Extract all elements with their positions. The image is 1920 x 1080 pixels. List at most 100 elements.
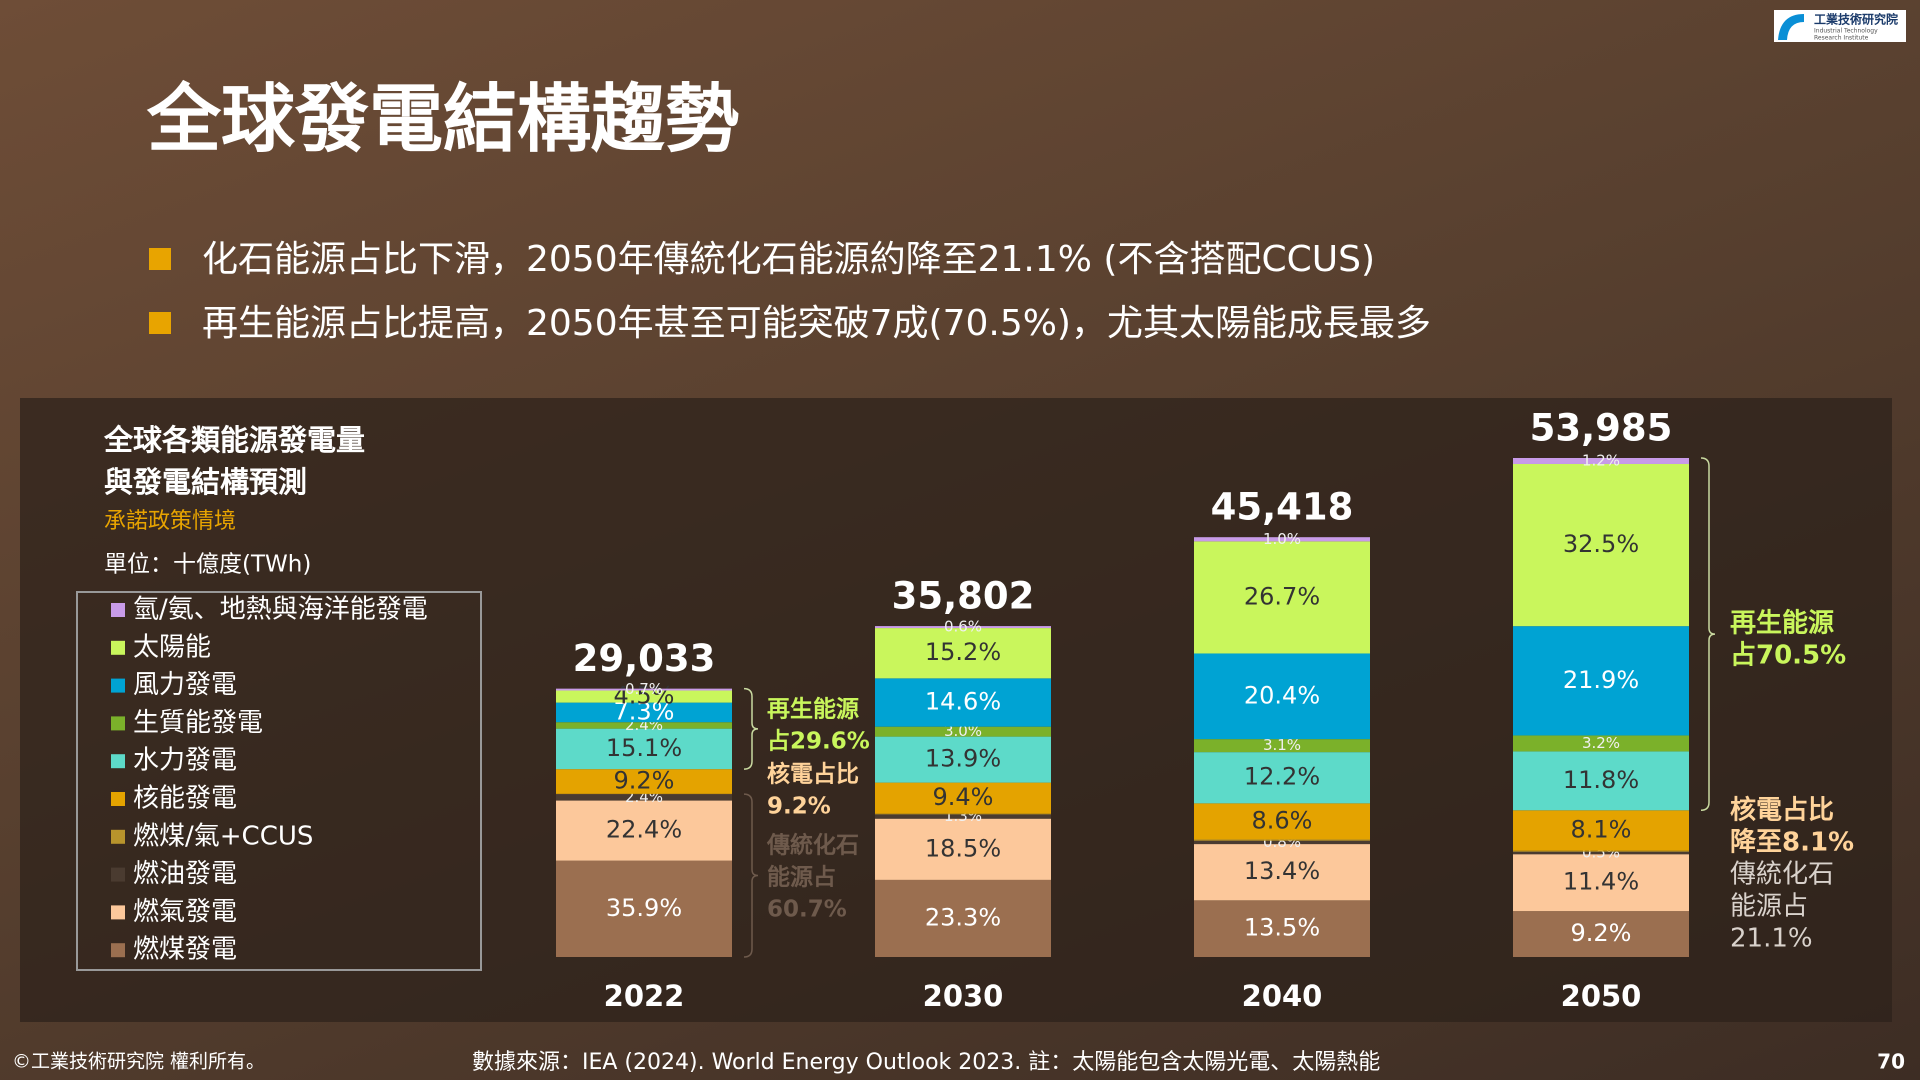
value-label: 9.4% xyxy=(933,783,994,811)
legend-swatch xyxy=(111,716,125,731)
annotation: 核電占比 xyxy=(767,761,859,788)
value-label: 32.5% xyxy=(1563,530,1639,558)
bar-segment xyxy=(875,726,1051,737)
annotation: 能源占 xyxy=(1730,892,1808,922)
logo-mark xyxy=(1778,14,1804,40)
logo-text: Research Institute xyxy=(1814,35,1869,42)
annotation: 降至8.1% xyxy=(1730,828,1854,858)
annotation: 核電占比 xyxy=(1730,795,1834,826)
bar-segment xyxy=(1513,850,1689,852)
brace xyxy=(1700,457,1716,812)
legend-swatch xyxy=(111,603,125,617)
bar-segment xyxy=(875,813,1051,815)
value-label: 8.6% xyxy=(1252,806,1313,834)
chart-title: 全球各類能源發電量 xyxy=(103,423,365,457)
brace xyxy=(743,687,759,770)
annotation: 占29.6% xyxy=(767,729,870,755)
copyright: ©工業技術研究院 權利所有。 xyxy=(12,1051,265,1073)
bar-segment xyxy=(1194,739,1370,753)
bar-segment xyxy=(1513,911,1689,957)
legend-box xyxy=(76,591,482,971)
value-label: 13.5% xyxy=(1244,914,1320,942)
bar-segment xyxy=(556,728,732,770)
legend-swatch xyxy=(111,943,125,958)
bar-segment xyxy=(556,800,732,861)
value-label: 35.9% xyxy=(606,894,682,922)
legend-label: 水力發電 xyxy=(133,746,237,776)
value-label: 8.1% xyxy=(1571,816,1632,844)
bar-segment xyxy=(875,736,1051,783)
bullet-mark xyxy=(149,248,171,270)
legend-label: 燃煤發電 xyxy=(133,935,237,965)
legend-swatch xyxy=(111,640,125,655)
value-label: 0.7% xyxy=(625,680,663,698)
value-label: 0.6% xyxy=(944,618,982,636)
annotation: 21.1% xyxy=(1730,924,1813,954)
value-label: 18.5% xyxy=(925,834,1001,862)
value-label: 14.6% xyxy=(925,688,1001,716)
total-label: 29,033 xyxy=(573,637,716,680)
unit-label: 單位：十億度(TWh) xyxy=(104,552,311,578)
annotation: 能源占 xyxy=(767,864,836,891)
value-label: 13.4% xyxy=(1244,857,1320,885)
bar-segment xyxy=(556,860,732,957)
value-label: 4.5% xyxy=(614,682,675,710)
chart-subtitle: 承諾政策情境 xyxy=(104,509,236,534)
annotation: 再生能源 xyxy=(1730,608,1834,639)
x-tick-label: 2022 xyxy=(604,979,685,1013)
value-label: 22.4% xyxy=(606,816,682,844)
bullet-mark xyxy=(149,312,171,334)
value-label: 20.4% xyxy=(1244,681,1320,709)
bar-segment xyxy=(556,769,732,794)
bar-segment xyxy=(556,722,732,729)
value-label: 15.1% xyxy=(606,734,682,762)
slide-title: 全球發電結構趨勢 xyxy=(146,77,739,163)
logo-text: Industrial Technology xyxy=(1814,28,1878,35)
x-tick-label: 2040 xyxy=(1242,979,1323,1013)
bar-segment xyxy=(1194,541,1370,654)
bar-segment xyxy=(1513,851,1689,855)
legend-label: 核能發電 xyxy=(133,784,237,814)
value-label: 3.2% xyxy=(1582,734,1620,752)
legend-swatch xyxy=(111,792,125,806)
bar-segment xyxy=(556,794,732,801)
source: 數據來源：IEA (2024). World Energy Outlook 20… xyxy=(472,1050,1380,1075)
value-label: 1.0% xyxy=(1263,530,1301,548)
bar-segment xyxy=(875,814,1051,819)
bar-segment xyxy=(875,879,1051,957)
annotation: 傳統化石 xyxy=(1730,860,1834,890)
legend-swatch xyxy=(111,905,125,920)
logo-text: 工業技術研究院 xyxy=(1814,12,1898,27)
bar-segment xyxy=(1194,653,1370,740)
value-label: 13.9% xyxy=(925,745,1001,773)
value-label: 26.7% xyxy=(1244,582,1320,610)
bar-segment xyxy=(1513,810,1689,851)
bar-segment xyxy=(875,628,1051,679)
bar-segment xyxy=(875,782,1051,814)
annotation: 60.7% xyxy=(767,897,847,923)
annotation: 9.2% xyxy=(767,794,831,820)
bar-segment xyxy=(1513,626,1689,736)
bar-segment xyxy=(1513,735,1689,752)
total-label: 45,418 xyxy=(1211,486,1354,529)
bullet: 再生能源占比提高，2050年甚至可能突破7成(70.5%)，尤其太陽能成長最多 xyxy=(202,303,1431,344)
total-label: 35,802 xyxy=(892,575,1035,618)
bar-segment xyxy=(1194,900,1370,957)
value-label: 3.1% xyxy=(1263,736,1301,754)
value-label: 15.2% xyxy=(925,638,1001,666)
bar-segment xyxy=(556,702,732,723)
legend-swatch xyxy=(111,867,125,882)
annotation: 傳統化石 xyxy=(766,832,859,859)
legend-swatch xyxy=(111,829,125,844)
page-number: 70 xyxy=(1877,1050,1905,1074)
bar-segment xyxy=(875,818,1051,880)
total-label: 53,985 xyxy=(1530,407,1673,450)
legend-label: 風力發電 xyxy=(133,670,237,700)
legend-label: 太陽能 xyxy=(133,632,211,662)
value-label: 9.2% xyxy=(1571,919,1632,947)
bar-segment xyxy=(1194,537,1370,542)
value-label: 11.4% xyxy=(1563,868,1639,896)
value-label: 23.3% xyxy=(925,903,1001,931)
chart-title: 與發電結構預測 xyxy=(104,465,307,499)
